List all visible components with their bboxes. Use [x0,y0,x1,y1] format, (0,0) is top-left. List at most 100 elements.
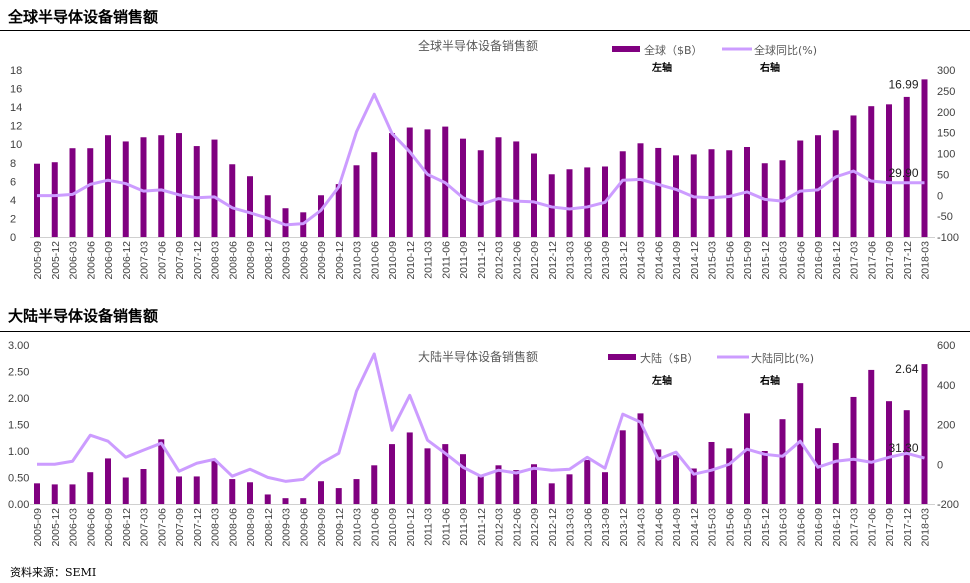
x-tick-label: 2015-06 [724,241,736,280]
bar [744,413,750,504]
x-tick-label: 2017-03 [849,508,861,547]
x-tick-label: 2007-12 [192,241,204,280]
bar [531,464,537,504]
x-tick-label: 2016-09 [813,241,825,280]
x-tick-label: 2008-09 [245,241,257,280]
x-tick-label: 2006-06 [85,508,97,547]
x-tick-label: 2008-12 [263,241,275,280]
bar [211,139,218,237]
x-tick-label: 2012-06 [511,508,523,547]
bar [797,140,804,237]
x-tick-label: 2015-03 [707,241,719,280]
bar [51,162,58,237]
left-axis-tick-label: 2.00 [8,393,29,405]
x-tick-label: 2015-12 [760,508,772,547]
bar [140,137,147,237]
x-tick-label: 2013-12 [618,241,630,280]
x-tick-label: 2014-09 [671,241,683,280]
bar [424,448,431,504]
yoy-line [37,352,925,483]
bar [602,472,608,504]
bar [637,143,644,237]
section-title-global: 全球半导体设备销售额 [8,8,159,26]
x-tick-label: 2018-03 [920,241,932,280]
bar [619,430,626,504]
bar [229,164,236,237]
bar [655,449,662,504]
left-axis-tick-label: 0.00 [8,499,29,511]
x-tick-label: 2011-06 [440,508,452,546]
x-tick-label: 2013-06 [582,241,594,280]
x-tick-label: 2010-12 [405,241,417,280]
bar [158,439,165,504]
x-tick-label: 2011-09 [458,241,470,279]
bar [726,150,733,237]
bar [903,410,910,504]
x-tick-label: 2006-09 [103,508,115,547]
x-tick-label: 2007-03 [139,241,151,280]
x-tick-label: 2014-09 [671,508,683,547]
source-note: 资料来源：SEMI [10,566,97,579]
mainland-chart: 大陆半导体设备销售额 大陆（$B） 大陆同比(%) 左轴 右轴 0.00 0.50… [8,340,959,547]
bar [318,195,324,237]
bar [353,165,360,237]
last-bar-data-label: 16.99 [888,77,918,91]
bar [868,106,875,237]
x-tick-label: 2017-06 [866,241,878,280]
x-tick-label: 2006-12 [121,508,133,547]
x-tick-label: 2018-03 [920,508,932,547]
bar [87,472,94,504]
bar [513,470,520,504]
right-axis-tick-label: 200 [937,107,955,119]
x-tick-label: 2008-06 [227,508,239,547]
right-axis-tick-label: -200 [937,499,959,511]
x-tick-label: 2006-03 [68,241,80,280]
bar [51,484,58,504]
x-tick-label: 2017-09 [884,508,896,547]
left-axis-note: 左轴 [651,374,672,387]
x-tick-label: 2013-03 [565,508,577,547]
x-tick-label: 2006-09 [103,241,115,280]
x-tick-label: 2015-06 [724,508,736,547]
right-axis-tick-label: 0 [937,459,943,471]
x-tick-label: 2014-12 [689,241,701,280]
bar [886,104,892,237]
legend-line-label: 全球同比(%) [754,43,817,57]
bar [87,148,94,237]
left-axis-tick-label: 0 [10,232,16,244]
left-axis-tick-label: 8 [10,158,16,170]
bar [371,152,378,237]
right-axis-tick-label: 200 [937,420,955,432]
x-tick-label: 2007-09 [174,241,186,280]
right-axis-tick-label: 300 [937,65,955,77]
bar [850,396,857,504]
bar [531,153,537,237]
left-axis-tick-label: 6 [10,176,16,188]
bar [779,160,786,237]
bar [566,474,573,504]
right-axis-tick-label: 50 [937,169,949,181]
x-tick-label: 2012-06 [511,241,523,280]
bar [69,484,76,504]
x-tick-label: 2008-03 [210,508,222,547]
bar [690,468,697,504]
section-title-mainland: 大陆半导体设备销售额 [8,307,159,325]
last-bar-data-label: 2.64 [895,362,919,376]
x-tick-label: 2016-03 [778,508,790,547]
divider [0,30,970,31]
x-tick-label: 2014-12 [689,508,701,547]
x-tick-label: 2010-06 [369,508,381,547]
x-tick-label: 2015-03 [707,508,719,547]
x-tick-label: 2014-06 [653,241,665,280]
x-tick-label: 2010-06 [369,241,381,280]
x-tick-label: 2013-09 [600,508,612,547]
left-axis-tick-label: 4 [10,195,16,207]
bar [335,488,342,504]
bar [176,133,182,237]
bar [921,79,928,238]
x-tick-label: 2015-12 [760,241,772,280]
x-tick-label: 2011-03 [423,508,435,546]
legend-bar-swatch [608,354,636,360]
x-tick-label: 2005-09 [32,241,44,280]
